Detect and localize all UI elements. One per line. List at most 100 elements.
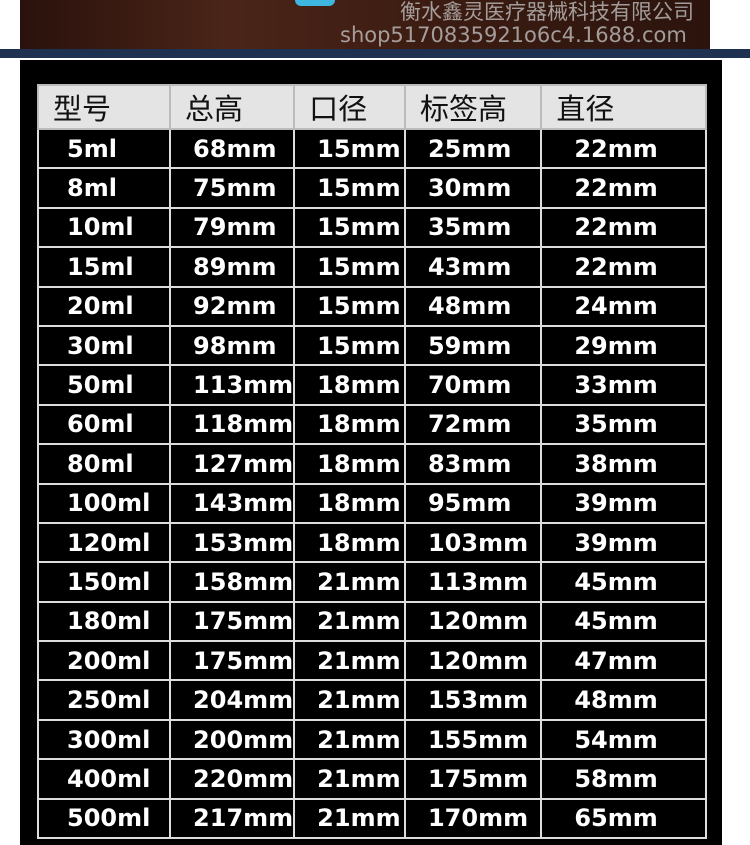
cell-model: 60ml xyxy=(36,403,172,446)
cell-label-height: 70mm xyxy=(403,364,543,406)
watermark-url: shop5170835921o6c4.1688.com xyxy=(340,23,687,47)
cell-total-height: 79mm xyxy=(169,206,296,249)
table-row: 100ml 143mm 18mm 95mm 39mm xyxy=(36,482,707,524)
cell-model: 250ml xyxy=(36,679,172,721)
cell-label-height: 25mm xyxy=(403,127,543,170)
cell-label-height: 59mm xyxy=(403,324,543,367)
cell-label-height: 48mm xyxy=(403,285,543,327)
cell-model: 10ml xyxy=(36,206,172,249)
cell-diameter: 39mm xyxy=(540,482,707,524)
table-row: 200ml 175mm 21mm 120mm 47mm xyxy=(36,640,707,682)
cell-diameter: 48mm xyxy=(540,679,707,721)
cell-diameter: 22mm xyxy=(540,127,707,170)
cell-diameter: 45mm xyxy=(540,600,707,643)
cell-mouth-diameter: 15mm xyxy=(293,285,406,327)
cell-mouth-diameter: 15mm xyxy=(293,246,406,288)
table-row: 300ml 200mm 21mm 155mm 54mm xyxy=(36,718,707,761)
cell-total-height: 220mm xyxy=(169,758,296,800)
product-photo xyxy=(20,0,710,49)
table-row: 5ml 68mm 15mm 25mm 22mm xyxy=(36,127,707,170)
cell-label-height: 175mm xyxy=(403,758,543,800)
table-row: 80ml 127mm 18mm 83mm 38mm xyxy=(36,443,707,485)
cell-label-height: 103mm xyxy=(403,521,543,564)
table-row: 120ml 153mm 18mm 103mm 39mm xyxy=(36,521,707,564)
cell-diameter: 47mm xyxy=(540,640,707,682)
cell-total-height: 204mm xyxy=(169,679,296,721)
cell-diameter: 58mm xyxy=(540,758,707,800)
cell-model: 400ml xyxy=(36,758,172,800)
bottle-image xyxy=(295,0,335,6)
cell-mouth-diameter: 21mm xyxy=(293,758,406,800)
cell-label-height: 72mm xyxy=(403,403,543,446)
cell-diameter: 24mm xyxy=(540,285,707,327)
header-row: 型号 总高 口径 标签高 直径 xyxy=(36,84,707,130)
cell-diameter: 38mm xyxy=(540,443,707,485)
header-label-height: 标签高 xyxy=(403,84,543,130)
table-row: 15ml 89mm 15mm 43mm 22mm xyxy=(36,246,707,288)
cell-model: 200ml xyxy=(36,640,172,682)
cell-diameter: 39mm xyxy=(540,521,707,564)
cell-model: 50ml xyxy=(36,364,172,406)
cell-model: 100ml xyxy=(36,482,172,524)
cell-label-height: 95mm xyxy=(403,482,543,524)
cell-label-height: 153mm xyxy=(403,679,543,721)
cell-total-height: 175mm xyxy=(169,640,296,682)
cell-model: 150ml xyxy=(36,561,172,603)
cell-mouth-diameter: 18mm xyxy=(293,482,406,524)
cell-model: 500ml xyxy=(36,797,172,840)
cell-mouth-diameter: 18mm xyxy=(293,521,406,564)
cell-diameter: 22mm xyxy=(540,246,707,288)
cell-model: 180ml xyxy=(36,600,172,643)
cell-diameter: 29mm xyxy=(540,324,707,367)
cell-mouth-diameter: 15mm xyxy=(293,167,406,209)
cell-label-height: 120mm xyxy=(403,600,543,643)
cell-total-height: 158mm xyxy=(169,561,296,603)
table-row: 180ml 175mm 21mm 120mm 45mm xyxy=(36,600,707,643)
cell-total-height: 143mm xyxy=(169,482,296,524)
cell-total-height: 75mm xyxy=(169,167,296,209)
cell-label-height: 83mm xyxy=(403,443,543,485)
cell-model: 15ml xyxy=(36,246,172,288)
cell-diameter: 54mm xyxy=(540,718,707,761)
cell-mouth-diameter: 18mm xyxy=(293,364,406,406)
cell-mouth-diameter: 21mm xyxy=(293,679,406,721)
cell-label-height: 35mm xyxy=(403,206,543,249)
table-row: 500ml 217mm 21mm 170mm 65mm xyxy=(36,797,707,840)
cell-model: 20ml xyxy=(36,285,172,327)
cell-model: 5ml xyxy=(36,127,172,170)
cell-diameter: 45mm xyxy=(540,561,707,603)
cell-mouth-diameter: 15mm xyxy=(293,127,406,170)
table-row: 50ml 113mm 18mm 70mm 33mm xyxy=(36,364,707,406)
size-spec-table: 型号 总高 口径 标签高 直径 5ml 68mm 15mm 25mm 22mm 8ml 75mm 15… xyxy=(36,84,707,840)
cell-mouth-diameter: 21mm xyxy=(293,797,406,840)
cell-model: 300ml xyxy=(36,718,172,761)
cell-total-height: 175mm xyxy=(169,600,296,643)
table-row: 400ml 220mm 21mm 175mm 58mm xyxy=(36,758,707,800)
cell-total-height: 113mm xyxy=(169,364,296,406)
cell-diameter: 22mm xyxy=(540,167,707,209)
cell-total-height: 127mm xyxy=(169,443,296,485)
cell-label-height: 30mm xyxy=(403,167,543,209)
cell-diameter: 35mm xyxy=(540,403,707,446)
divider-band xyxy=(0,49,750,58)
cell-label-height: 113mm xyxy=(403,561,543,603)
cell-diameter: 22mm xyxy=(540,206,707,249)
cell-mouth-diameter: 15mm xyxy=(293,324,406,367)
cell-model: 8ml xyxy=(36,167,172,209)
table-row: 250ml 204mm 21mm 153mm 48mm xyxy=(36,679,707,721)
cell-mouth-diameter: 21mm xyxy=(293,718,406,761)
cell-mouth-diameter: 18mm xyxy=(293,403,406,446)
header-mouth-diameter: 口径 xyxy=(293,84,406,130)
cell-mouth-diameter: 21mm xyxy=(293,600,406,643)
cell-total-height: 153mm xyxy=(169,521,296,564)
cell-total-height: 217mm xyxy=(169,797,296,840)
cell-total-height: 68mm xyxy=(169,127,296,170)
cell-total-height: 200mm xyxy=(169,718,296,761)
table-row: 10ml 79mm 15mm 35mm 22mm xyxy=(36,206,707,249)
cell-diameter: 33mm xyxy=(540,364,707,406)
cell-label-height: 43mm xyxy=(403,246,543,288)
table-row: 60ml 118mm 18mm 72mm 35mm xyxy=(36,403,707,446)
watermark-company: 衡水鑫灵医疗器械科技有限公司 xyxy=(400,0,694,24)
table-row: 30ml 98mm 15mm 59mm 29mm xyxy=(36,324,707,367)
cell-total-height: 89mm xyxy=(169,246,296,288)
